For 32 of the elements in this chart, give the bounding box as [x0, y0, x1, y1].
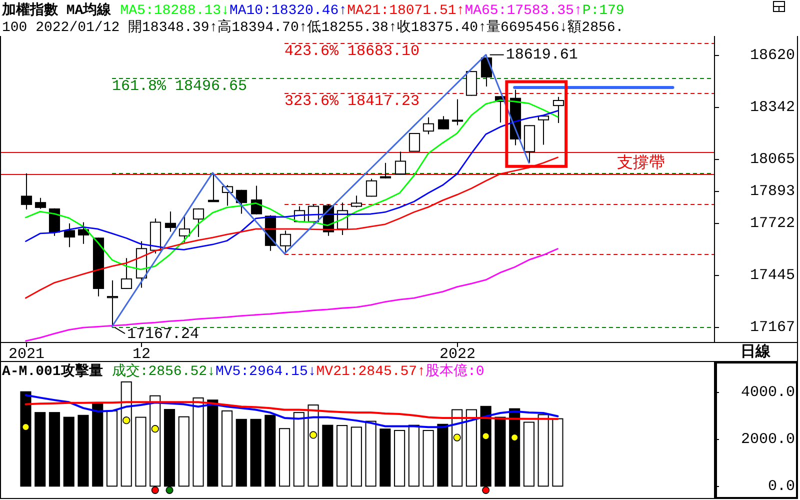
x-tick-label: 12 — [132, 346, 151, 363]
x-tick-label: 2022 — [439, 346, 476, 363]
y-tick-label: 18620 — [750, 47, 795, 64]
ref-line-label: 161.8% 18496.65 — [112, 78, 248, 96]
y-tick-label: 17893 — [750, 183, 795, 200]
chart-title: 加權指數 MA均線 — [1, 2, 112, 19]
ref-line-label: 323.6% 18417.23 — [284, 93, 420, 110]
annotation: 17167.24 — [126, 326, 200, 344]
x-tick-label: 2021 — [8, 346, 45, 363]
text: MA5:18288.13↓ — [120, 3, 230, 19]
text: 日線 — [740, 343, 772, 361]
chart-subtitle: 成交:2856.52↓ — [112, 363, 216, 380]
text: P:179 — [582, 3, 624, 19]
y-tick-label: 17445 — [750, 267, 795, 284]
y-tick-label: 18342 — [750, 99, 795, 116]
y-tick-label: 18065 — [750, 151, 795, 168]
text: MA10:18320.46↑ — [229, 3, 348, 19]
y-tick-label: 17722 — [750, 215, 795, 232]
text: MV21:2845.57↑ — [316, 364, 426, 380]
y-tick-label: 17167 — [750, 319, 795, 336]
text: 股本億:0 — [425, 363, 484, 380]
series-label: MV5:2964.15↓ — [215, 364, 316, 380]
text: MA65:17583.35↑ — [464, 3, 582, 19]
text: MA21:18071.51↑ — [347, 3, 465, 19]
annotation: 18619.61 — [506, 46, 578, 64]
ref-line-label: 支撐帶 — [617, 152, 665, 172]
y-tick-label: 2000.0 — [740, 431, 795, 448]
chart-subtitle: 100 2022/01/12 開18348.39↑高18394.70↑低18255.38↑收18375.40↑量6695456↓額2856. — [2, 19, 624, 36]
chart-title: A-M.001攻擊量 — [2, 363, 103, 380]
y-tick-label: 0.0 — [768, 478, 795, 495]
ref-line-label: 423.6% 18683.10 — [284, 43, 420, 60]
y-tick-label: 4000.0 — [740, 384, 795, 401]
